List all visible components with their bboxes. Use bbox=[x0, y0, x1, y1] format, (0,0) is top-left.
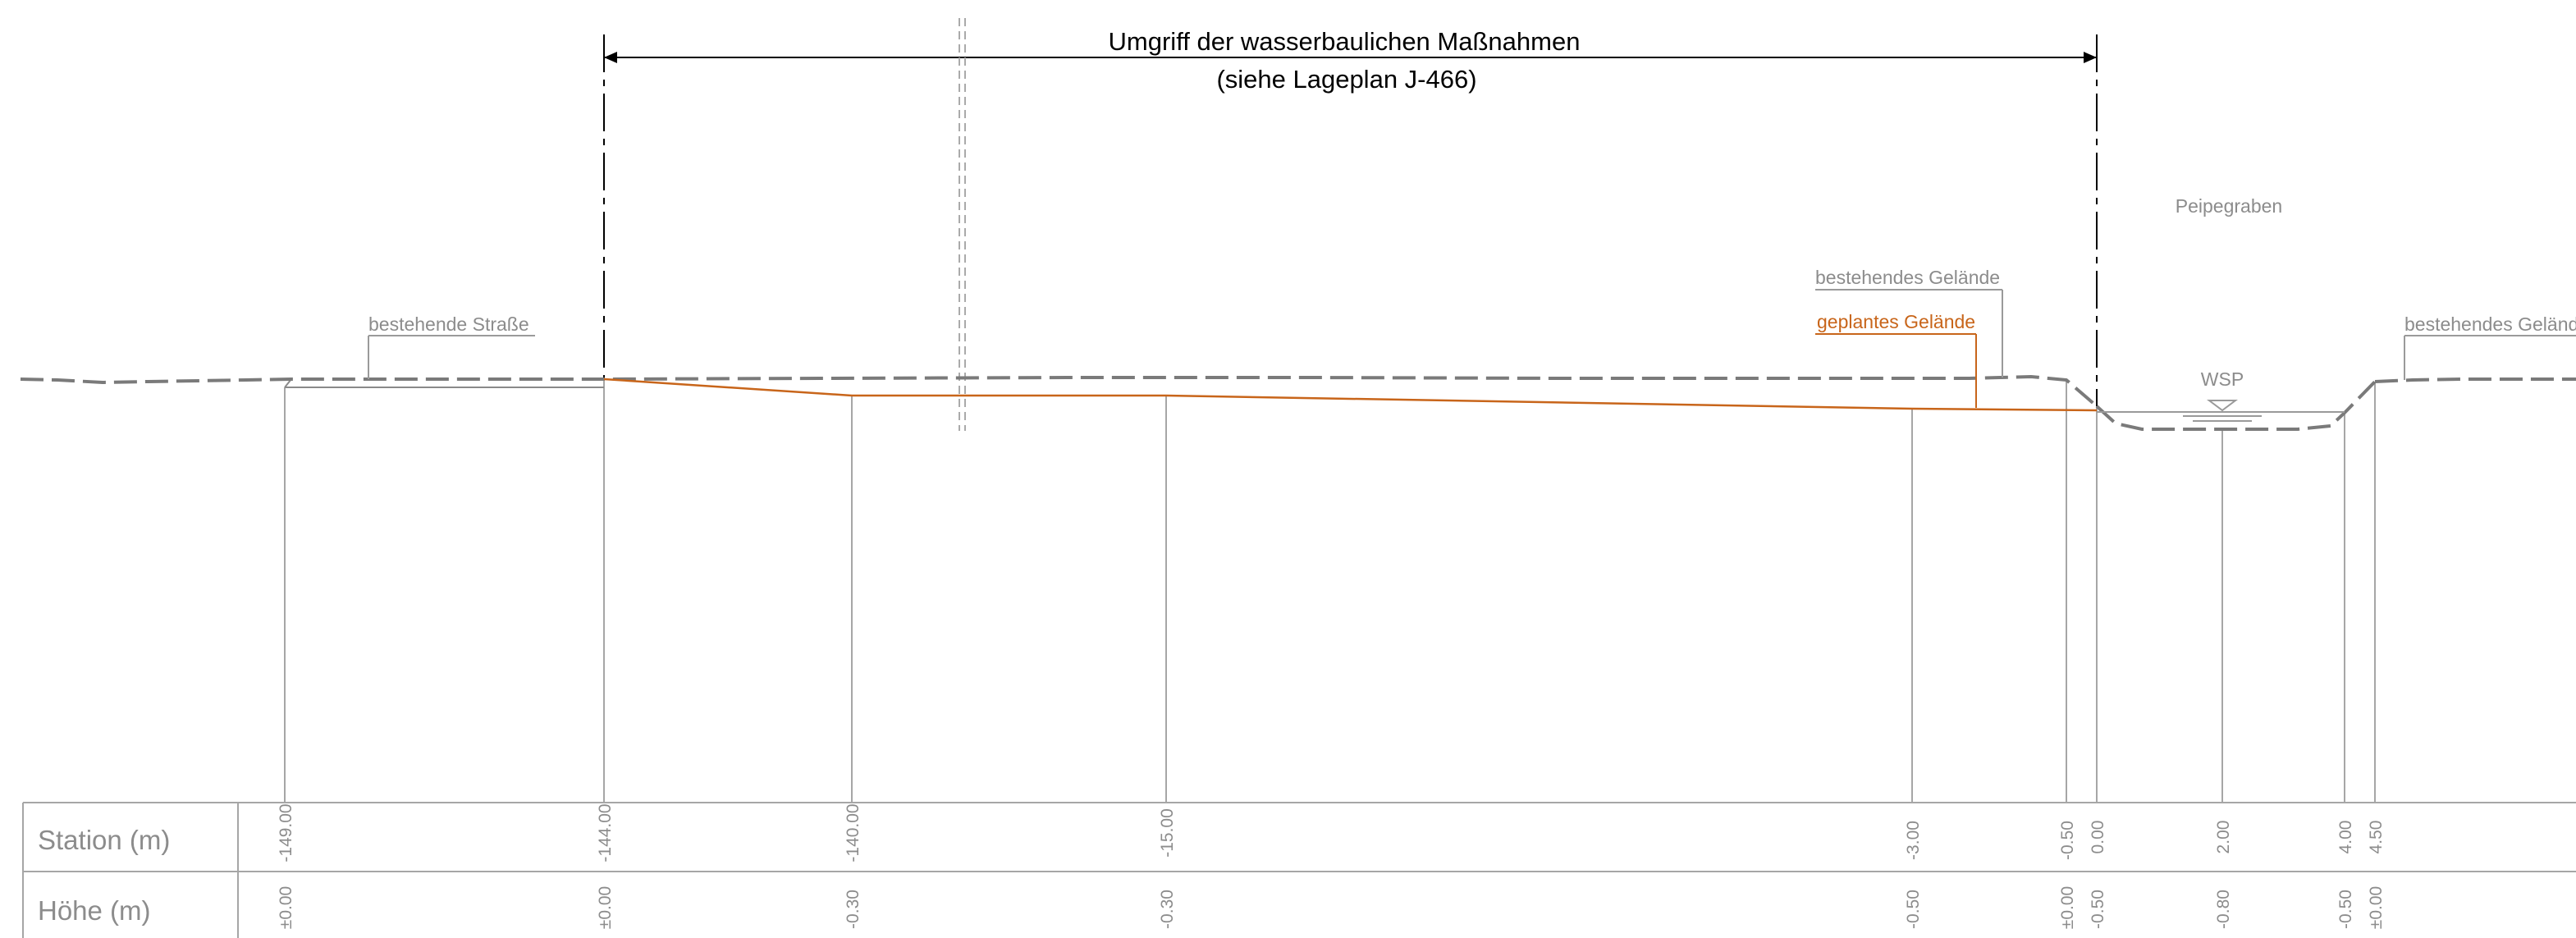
hoehe-value: ±0.00 bbox=[277, 886, 295, 929]
label-bestehendes-gelaende-2-leader bbox=[2404, 335, 2576, 380]
wsp-label: WSP bbox=[2201, 368, 2244, 390]
scope-title: Umgriff der wasserbaulichen Maßnahmen bbox=[1109, 27, 1581, 56]
hoehe-value: -0.30 bbox=[844, 890, 862, 929]
geplantes-gelaende-label: geplantes Gelände bbox=[1817, 311, 1975, 332]
hoehe-value: -0.30 bbox=[1158, 890, 1177, 929]
bestehendes-gelaende-label: bestehendes Gelände bbox=[1815, 267, 2000, 288]
planned-terrain-line bbox=[603, 377, 2098, 412]
data-table: Station (m) Höhe (m) bbox=[22, 802, 2576, 938]
hoehe-value: ±0.00 bbox=[596, 886, 615, 929]
station-reference-lines bbox=[284, 379, 2376, 803]
station-value: -3.00 bbox=[1904, 821, 1923, 860]
scope-dimension: Umgriff der wasserbaulichen Maßnahmen (s… bbox=[603, 27, 2098, 406]
hoehe-value: -0.50 bbox=[2336, 890, 2355, 929]
station-value: -15.00 bbox=[1158, 808, 1177, 858]
station-value: -0.50 bbox=[2058, 821, 2077, 860]
water-level bbox=[2097, 400, 2345, 422]
table-lines bbox=[22, 802, 2576, 938]
label-bestehende-strasse-leader bbox=[368, 335, 535, 379]
bestehendes-gelaende-2-label: bestehendes Gelände bbox=[2404, 313, 2576, 335]
station-value: 2.00 bbox=[2214, 821, 2233, 854]
hoehe-values: ±0.00 ±0.00 -0.30 -0.30 -0.50 ±0.00 -0.5… bbox=[277, 886, 2386, 929]
scope-subtitle: (siehe Lageplan J-466) bbox=[1216, 65, 1476, 94]
station-header: Station (m) bbox=[38, 825, 170, 855]
station-values: -149.00 -144.00 -140.00 -15.00 -3.00 -0.… bbox=[277, 803, 2386, 862]
hoehe-value: ±0.00 bbox=[2367, 886, 2386, 929]
hoehe-value: ±0.00 bbox=[2058, 886, 2077, 929]
label-bestehendes-gelaende-leader bbox=[1815, 289, 2003, 377]
existing-terrain bbox=[20, 374, 2576, 431]
station-value: 4.50 bbox=[2367, 821, 2386, 854]
station-value: -140.00 bbox=[844, 803, 862, 862]
scope-arrow-left bbox=[604, 52, 617, 63]
hoehe-value: -0.50 bbox=[1904, 890, 1923, 929]
station-value: 4.00 bbox=[2336, 821, 2355, 854]
peipegraben-label: Peipegraben bbox=[2176, 195, 2282, 217]
section-break-line bbox=[959, 18, 966, 431]
hoehe-value: -0.80 bbox=[2214, 890, 2233, 929]
scope-arrow-right bbox=[2084, 52, 2097, 63]
station-value: -149.00 bbox=[277, 803, 295, 862]
water-level-triangle bbox=[2207, 400, 2238, 412]
bestehende-strasse-label: bestehende Straße bbox=[368, 313, 529, 335]
station-value: 0.00 bbox=[2089, 821, 2107, 854]
hoehe-value: -0.50 bbox=[2089, 890, 2107, 929]
station-value: -144.00 bbox=[596, 803, 615, 862]
label-geplantes-gelaende-leader bbox=[1815, 333, 1977, 408]
hoehe-header: Höhe (m) bbox=[38, 895, 151, 926]
